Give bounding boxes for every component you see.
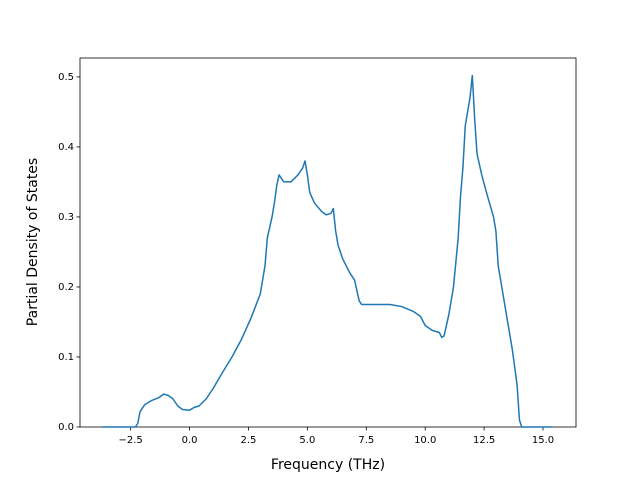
y-tick-label: 0.0 <box>58 422 74 433</box>
plot-frame <box>79 57 577 428</box>
y-tick-label: 0.5 <box>58 72 74 83</box>
x-tick-label: 0.0 <box>182 435 198 446</box>
x-tick-label: 15.0 <box>532 435 554 446</box>
y-tick-label: 0.2 <box>58 282 74 293</box>
y-tick-label: 0.3 <box>58 212 74 223</box>
x-tick-label: 10.0 <box>414 435 436 446</box>
y-tick-label: 0.1 <box>58 352 74 363</box>
x-tick-label: 5.0 <box>299 435 315 446</box>
y-tick-label: 0.4 <box>58 142 74 153</box>
x-tick-label: 7.5 <box>358 435 374 446</box>
data-line <box>102 74 553 428</box>
x-axis-label: Frequency (THz) <box>271 457 385 473</box>
x-tick-label: 2.5 <box>241 435 257 446</box>
x-tick-label: 12.5 <box>473 435 495 446</box>
y-axis-label: Partial Density of States <box>25 158 41 326</box>
x-tick-label: −2.5 <box>119 435 143 446</box>
